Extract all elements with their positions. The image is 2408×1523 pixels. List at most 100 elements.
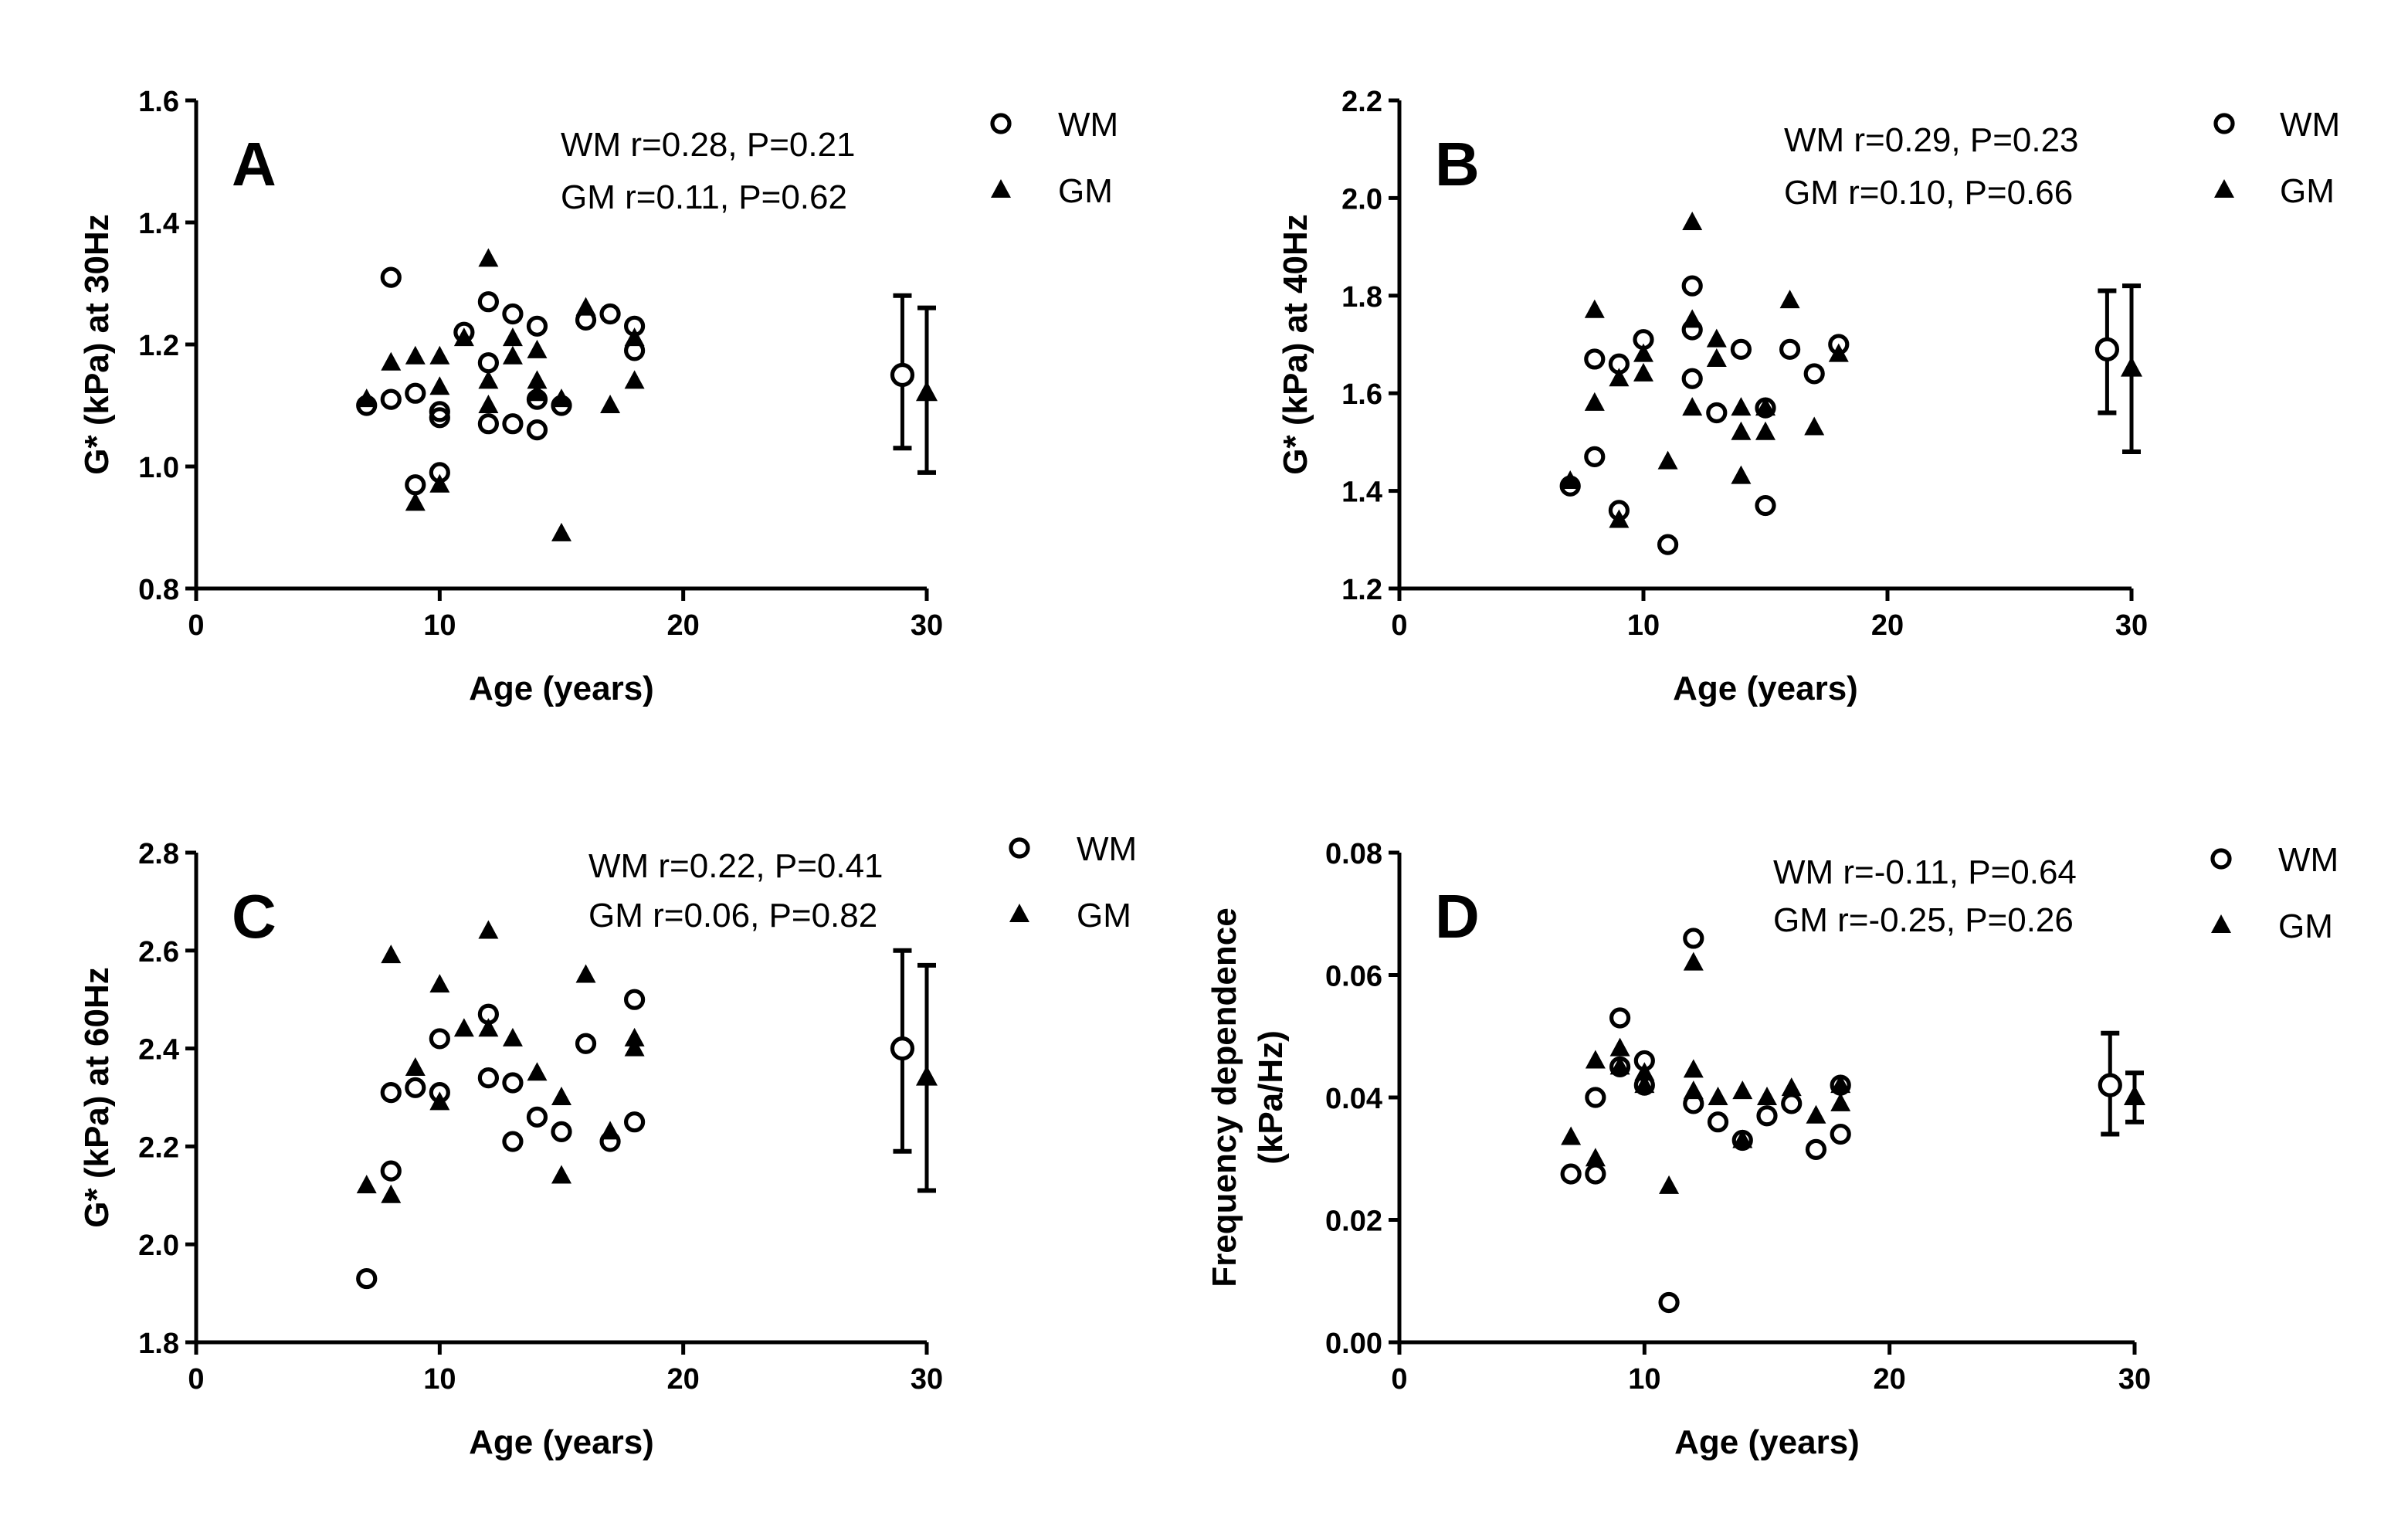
- data-point: [624, 370, 645, 389]
- y-tick-label: 0.04: [1325, 1083, 1382, 1115]
- data-point: [381, 1184, 402, 1203]
- data-point: [429, 473, 450, 493]
- panel-d: 0.00 0.02 0.04 0.06 0.08 0 10 20 30 Age (years) Fr…: [1206, 838, 2338, 1461]
- data-point: [1584, 348, 1606, 370]
- data-point: [429, 1028, 450, 1050]
- x-tick-label: 10: [1627, 609, 1660, 642]
- data-point: [624, 1037, 645, 1057]
- data-point: [502, 1131, 524, 1152]
- data-point: [1633, 362, 1653, 382]
- legend-item-gm: GM: [2214, 172, 2335, 210]
- legend-circle-icon: [990, 113, 1012, 134]
- y-tick-label: 2.2: [1341, 86, 1382, 118]
- data-point: [1755, 421, 1775, 440]
- y-tick-label: 1.6: [1341, 378, 1382, 411]
- data-point: [478, 248, 499, 267]
- data-point: [453, 1018, 474, 1037]
- y-tick-label: 1.2: [138, 330, 179, 362]
- data-point: [478, 370, 499, 389]
- data-point: [502, 303, 524, 325]
- data-point: [502, 413, 524, 435]
- data-point: [527, 382, 548, 402]
- data-point: [429, 407, 450, 429]
- y-axis-title: G* (kPa) at 40Hz: [1277, 214, 1314, 474]
- data-point: [381, 945, 402, 964]
- data-point: [429, 345, 450, 365]
- mean-marker: [2098, 1073, 2122, 1097]
- y-tick-label: 2.0: [1341, 183, 1382, 215]
- data-point: [429, 1091, 450, 1111]
- x-axis-title: Age (years): [469, 670, 654, 707]
- y-tick-label: 0.00: [1325, 1328, 1382, 1360]
- stats-annotation: GM r=0.11, P=0.62: [561, 178, 847, 216]
- data-point: [502, 327, 523, 347]
- x-tick-label: 10: [423, 609, 456, 642]
- data-point: [502, 345, 523, 365]
- data-point: [623, 1111, 646, 1133]
- data-point: [1779, 290, 1800, 309]
- data-point: [1633, 343, 1653, 362]
- stats-annotation: WM r=-0.11, P=0.64: [1773, 853, 2077, 891]
- legend-item-gm: GM: [1009, 897, 1131, 934]
- y-tick-label: 0.06: [1325, 961, 1382, 993]
- series-wm: [1559, 275, 2119, 555]
- y-tick-label: 2.4: [138, 1034, 179, 1067]
- y-tick-label: 0.08: [1325, 838, 1382, 870]
- data-point: [1585, 1163, 1606, 1185]
- data-point: [1755, 494, 1776, 517]
- y-tick-label: 2.8: [138, 838, 179, 870]
- legend-label: WM: [2280, 106, 2340, 144]
- data-point: [1757, 1087, 1777, 1105]
- data-point: [1609, 509, 1630, 528]
- legend-label: WM: [2278, 841, 2338, 879]
- data-point: [1683, 1059, 1704, 1078]
- data-point: [478, 395, 499, 413]
- series-wm: [1560, 928, 2122, 1314]
- data-point: [1756, 1105, 1778, 1127]
- x-tick-label: 20: [667, 1363, 700, 1396]
- panel-label: D: [1435, 882, 1480, 951]
- mean-marker: [916, 381, 938, 402]
- data-point: [575, 1033, 597, 1054]
- x-axis-title: Age (years): [1674, 1423, 1860, 1461]
- x-tick-label: 0: [1391, 609, 1407, 642]
- panel-c: 1.8 2.0 2.2 2.4 2.6 2.8 0 10 20 30 Age (years) G* (…: [78, 830, 1137, 1461]
- stats-annotation: WM r=0.28, P=0.21: [561, 126, 856, 164]
- data-point: [1585, 1148, 1606, 1167]
- data-point: [551, 1121, 572, 1142]
- legend-label: GM: [2280, 172, 2335, 210]
- data-point: [526, 419, 548, 441]
- data-point: [1781, 1093, 1803, 1114]
- legend-item-wm: WM: [2213, 106, 2340, 144]
- data-point: [575, 297, 596, 316]
- data-point: [1560, 470, 1581, 489]
- y-axis-title: Frequency dependence: [1206, 907, 1243, 1287]
- x-tick-label: 30: [2118, 1363, 2151, 1396]
- legend-triangle-icon: [1009, 904, 1029, 922]
- data-point: [599, 303, 621, 325]
- x-tick-label: 20: [1871, 609, 1904, 642]
- x-tick-label: 20: [667, 609, 700, 642]
- legend-triangle-icon: [991, 179, 1011, 198]
- stats-annotation: GM r=0.06, P=0.82: [588, 897, 877, 934]
- stats-annotation: GM r=-0.25, P=0.26: [1773, 901, 2074, 939]
- legend-item-gm: GM: [2211, 907, 2333, 945]
- data-point: [1706, 328, 1727, 348]
- legend-circle-icon: [2210, 848, 2232, 870]
- data-point: [1707, 1111, 1729, 1133]
- data-point: [1609, 1037, 1630, 1057]
- y-tick-label: 1.2: [1341, 574, 1382, 606]
- x-tick-label: 30: [2115, 609, 2148, 642]
- data-point: [477, 291, 500, 313]
- data-point: [477, 413, 500, 435]
- panel-label: C: [232, 882, 276, 951]
- data-point: [1683, 928, 1704, 949]
- legend-circle-icon: [1009, 837, 1030, 859]
- y-tick-label: 2.2: [138, 1131, 179, 1164]
- data-point: [1682, 309, 1703, 328]
- data-point: [380, 388, 402, 410]
- data-point: [1682, 212, 1703, 230]
- data-point: [1634, 1074, 1655, 1094]
- mean-marker: [916, 1065, 938, 1086]
